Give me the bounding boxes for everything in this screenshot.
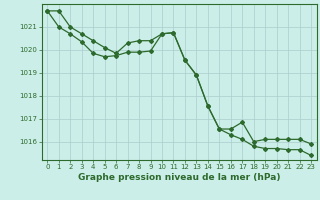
X-axis label: Graphe pression niveau de la mer (hPa): Graphe pression niveau de la mer (hPa) [78, 173, 280, 182]
